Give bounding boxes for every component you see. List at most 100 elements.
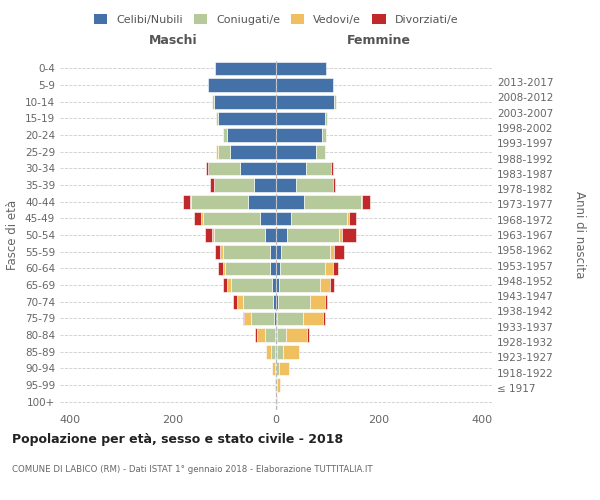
Bar	[223, 278, 227, 292]
Bar	[276, 278, 278, 292]
Bar	[334, 245, 344, 258]
Bar	[276, 145, 316, 158]
Bar	[223, 262, 224, 275]
Bar	[216, 112, 218, 125]
Bar	[265, 328, 275, 342]
Bar	[276, 62, 326, 75]
Bar	[275, 378, 276, 392]
Bar	[242, 312, 244, 325]
Bar	[276, 262, 280, 275]
Bar	[276, 128, 322, 142]
Bar	[275, 362, 276, 375]
Bar	[310, 295, 325, 308]
Bar	[277, 378, 280, 392]
Bar	[323, 312, 325, 325]
Bar	[325, 262, 332, 275]
Bar	[251, 312, 274, 325]
Text: Maschi: Maschi	[149, 34, 197, 46]
Bar	[330, 278, 334, 292]
Bar	[276, 378, 277, 392]
Bar	[276, 162, 306, 175]
Bar	[212, 228, 214, 242]
Bar	[240, 162, 276, 175]
Bar	[230, 145, 276, 158]
Bar	[280, 262, 325, 275]
Bar	[320, 278, 330, 292]
Bar	[224, 262, 270, 275]
Bar	[272, 278, 276, 292]
Bar	[276, 345, 277, 358]
Bar	[334, 95, 336, 108]
Bar	[276, 295, 278, 308]
Bar	[331, 162, 333, 175]
Bar	[304, 195, 361, 208]
Bar	[220, 245, 223, 258]
Bar	[244, 312, 251, 325]
Bar	[208, 162, 240, 175]
Bar	[296, 178, 332, 192]
Bar	[276, 362, 278, 375]
Bar	[214, 95, 276, 108]
Bar	[277, 312, 303, 325]
Bar	[231, 278, 272, 292]
Bar	[347, 212, 349, 225]
Bar	[316, 145, 325, 158]
Bar	[332, 178, 335, 192]
Bar	[276, 112, 325, 125]
Bar	[342, 228, 356, 242]
Bar	[227, 278, 231, 292]
Bar	[276, 312, 277, 325]
Bar	[272, 362, 275, 375]
Bar	[210, 178, 214, 192]
Bar	[271, 345, 275, 358]
Bar	[214, 228, 265, 242]
Bar	[248, 195, 276, 208]
Bar	[254, 178, 276, 192]
Bar	[303, 312, 323, 325]
Bar	[325, 112, 327, 125]
Bar	[287, 228, 339, 242]
Bar	[274, 295, 276, 308]
Bar	[223, 245, 270, 258]
Legend: Celibi/Nubili, Coniugati/e, Vedovi/e, Divorziati/e: Celibi/Nubili, Coniugati/e, Vedovi/e, Di…	[91, 10, 461, 28]
Bar	[205, 228, 212, 242]
Bar	[339, 228, 342, 242]
Bar	[278, 278, 320, 292]
Bar	[265, 228, 276, 242]
Bar	[260, 212, 276, 225]
Bar	[218, 145, 230, 158]
Bar	[330, 245, 334, 258]
Bar	[283, 345, 299, 358]
Bar	[215, 62, 276, 75]
Bar	[183, 195, 190, 208]
Bar	[270, 262, 276, 275]
Bar	[238, 295, 242, 308]
Bar	[218, 262, 223, 275]
Bar	[208, 78, 276, 92]
Bar	[276, 95, 334, 108]
Bar	[214, 178, 254, 192]
Bar	[276, 228, 287, 242]
Bar	[281, 245, 330, 258]
Text: Popolazione per età, sesso e stato civile - 2018: Popolazione per età, sesso e stato civil…	[12, 432, 343, 446]
Bar	[276, 78, 332, 92]
Bar	[227, 128, 276, 142]
Bar	[325, 295, 328, 308]
Bar	[276, 328, 277, 342]
Bar	[278, 362, 289, 375]
Bar	[274, 312, 276, 325]
Bar	[256, 328, 257, 342]
Bar	[266, 345, 271, 358]
Bar	[206, 162, 208, 175]
Bar	[218, 112, 276, 125]
Y-axis label: Fasce di età: Fasce di età	[7, 200, 19, 270]
Text: Femmine: Femmine	[347, 34, 411, 46]
Bar	[278, 295, 310, 308]
Bar	[194, 212, 202, 225]
Bar	[277, 328, 286, 342]
Bar	[242, 295, 274, 308]
Bar	[361, 195, 362, 208]
Bar	[223, 128, 227, 142]
Bar	[276, 212, 292, 225]
Bar	[270, 245, 276, 258]
